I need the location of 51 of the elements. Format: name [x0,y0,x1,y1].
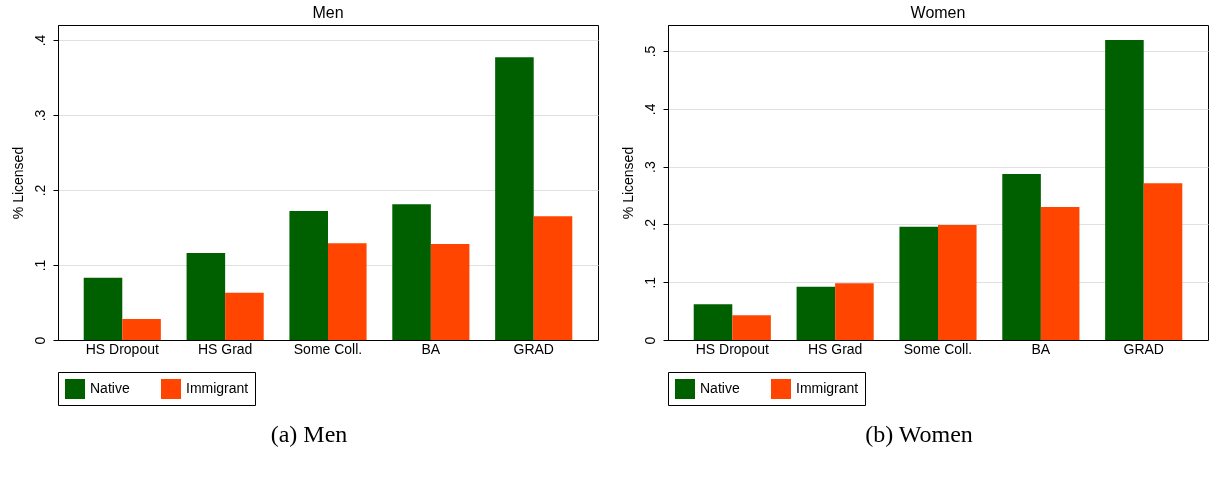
bar [1105,40,1144,340]
bar [328,243,367,340]
y-tick-label: .3 [641,161,658,173]
y-tick-label: .4 [641,103,658,116]
y-tick-label: .1 [31,259,48,272]
y-tick-label: 0 [31,336,48,345]
bar [533,216,573,340]
y-tick-label: .1 [641,276,658,289]
y-axis-title: % Licensed [9,146,26,220]
x-tick-label: HS Dropout [695,340,769,357]
bar [392,204,431,340]
bar [1040,207,1080,340]
x-tick-label: HS Grad [807,340,863,357]
x-tick-label: GRAD [1123,340,1164,357]
chart-title: Men [312,4,344,21]
bar [289,211,328,340]
legend-label: Native [90,380,130,396]
y-tick-label: 0 [641,336,658,345]
x-tick-label: HS Dropout [85,340,159,357]
legend-label: Native [700,380,740,396]
legend-label: Immigrant [796,380,859,396]
bar [225,292,264,340]
legend-label: Immigrant [186,380,249,396]
text: (b) Women [864,421,974,448]
bar [899,226,938,340]
bar [83,277,123,340]
bar [796,286,836,340]
bar [122,319,161,340]
y-tick-label: .2 [641,218,658,231]
y-tick-label: .3 [31,109,48,122]
y-tick-label: .4 [31,34,48,47]
x-tick-label: GRAD [513,340,554,357]
y-tick-label: .5 [641,45,658,58]
x-tick-label: HS Grad [197,340,253,357]
bar [1143,183,1183,340]
bar [938,224,977,340]
bar [693,304,733,340]
text: (a) Men [269,421,349,448]
bar [732,315,771,340]
bar [495,57,534,340]
x-tick-label: Some Coll. [293,340,363,357]
bar [430,244,470,340]
x-tick-label: Some Coll. [903,340,973,357]
chart-title: Women [910,4,966,21]
x-tick-label: BA [421,340,441,357]
y-axis-title: % Licensed [619,146,636,220]
y-tick-label: .2 [31,184,48,197]
bar [1002,174,1041,340]
bar [835,283,874,340]
x-tick-label: BA [1031,340,1051,357]
bar [186,253,226,340]
